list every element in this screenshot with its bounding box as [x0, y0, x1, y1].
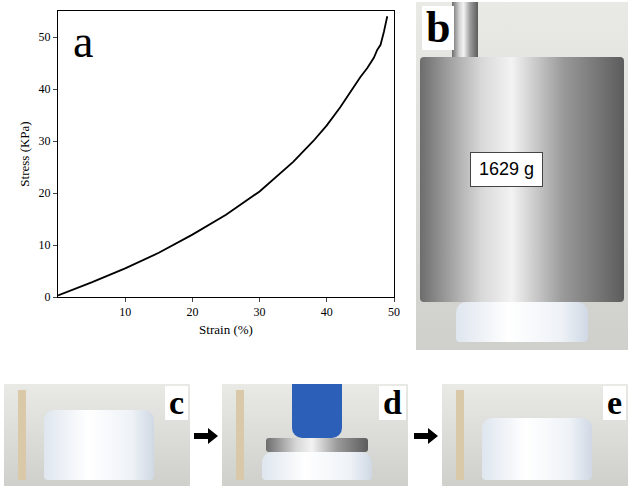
svg-text:20: 20 [39, 186, 51, 200]
svg-text:40: 40 [39, 82, 51, 96]
svg-text:Strain (%): Strain (%) [199, 322, 253, 337]
html-text:e: e [606, 384, 622, 421]
html-text:c: c [168, 384, 184, 421]
svg-text:Stress (KPa): Stress (KPa) [17, 121, 32, 186]
html-text:b: b [426, 3, 451, 52]
html-text:d: d [383, 384, 402, 421]
html-text:1629 g: 1629 g [479, 159, 535, 179]
svg-text:a: a [73, 16, 93, 67]
svg-text:50: 50 [39, 30, 51, 44]
svg-text:10: 10 [39, 238, 51, 252]
svg-text:30: 30 [39, 134, 51, 148]
svg-text:40: 40 [321, 305, 333, 319]
svg-text:20: 20 [186, 305, 198, 319]
svg-text:50: 50 [388, 305, 400, 319]
svg-text:0: 0 [45, 290, 51, 304]
svg-text:10: 10 [119, 305, 131, 319]
svg-text:30: 30 [254, 305, 266, 319]
